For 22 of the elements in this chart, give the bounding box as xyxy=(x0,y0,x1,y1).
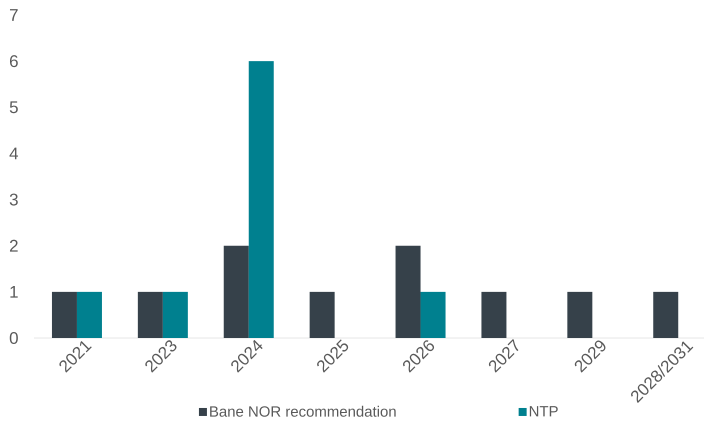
bar xyxy=(420,292,446,338)
bar xyxy=(653,292,678,338)
bar xyxy=(76,292,102,338)
bar xyxy=(567,292,592,338)
bar xyxy=(138,292,163,338)
y-tick-label: 6 xyxy=(10,55,18,68)
legend-label: NTP xyxy=(530,406,558,416)
bar xyxy=(248,61,274,338)
bar xyxy=(224,246,249,338)
y-tick-label: 2 xyxy=(10,240,18,252)
bar xyxy=(481,292,506,338)
bar xyxy=(396,246,421,338)
bar xyxy=(310,292,335,338)
legend-label: Bane NOR recommendation xyxy=(210,406,396,417)
y-tick-label: 0 xyxy=(10,332,18,344)
y-tick-label: 4 xyxy=(10,148,18,160)
y-tick-label: 1 xyxy=(10,286,18,298)
bar xyxy=(162,292,188,338)
y-tick-label: 7 xyxy=(10,9,18,21)
y-tick-label: 5 xyxy=(10,101,18,114)
y-tick-label: 3 xyxy=(10,194,18,206)
bar xyxy=(52,292,77,338)
